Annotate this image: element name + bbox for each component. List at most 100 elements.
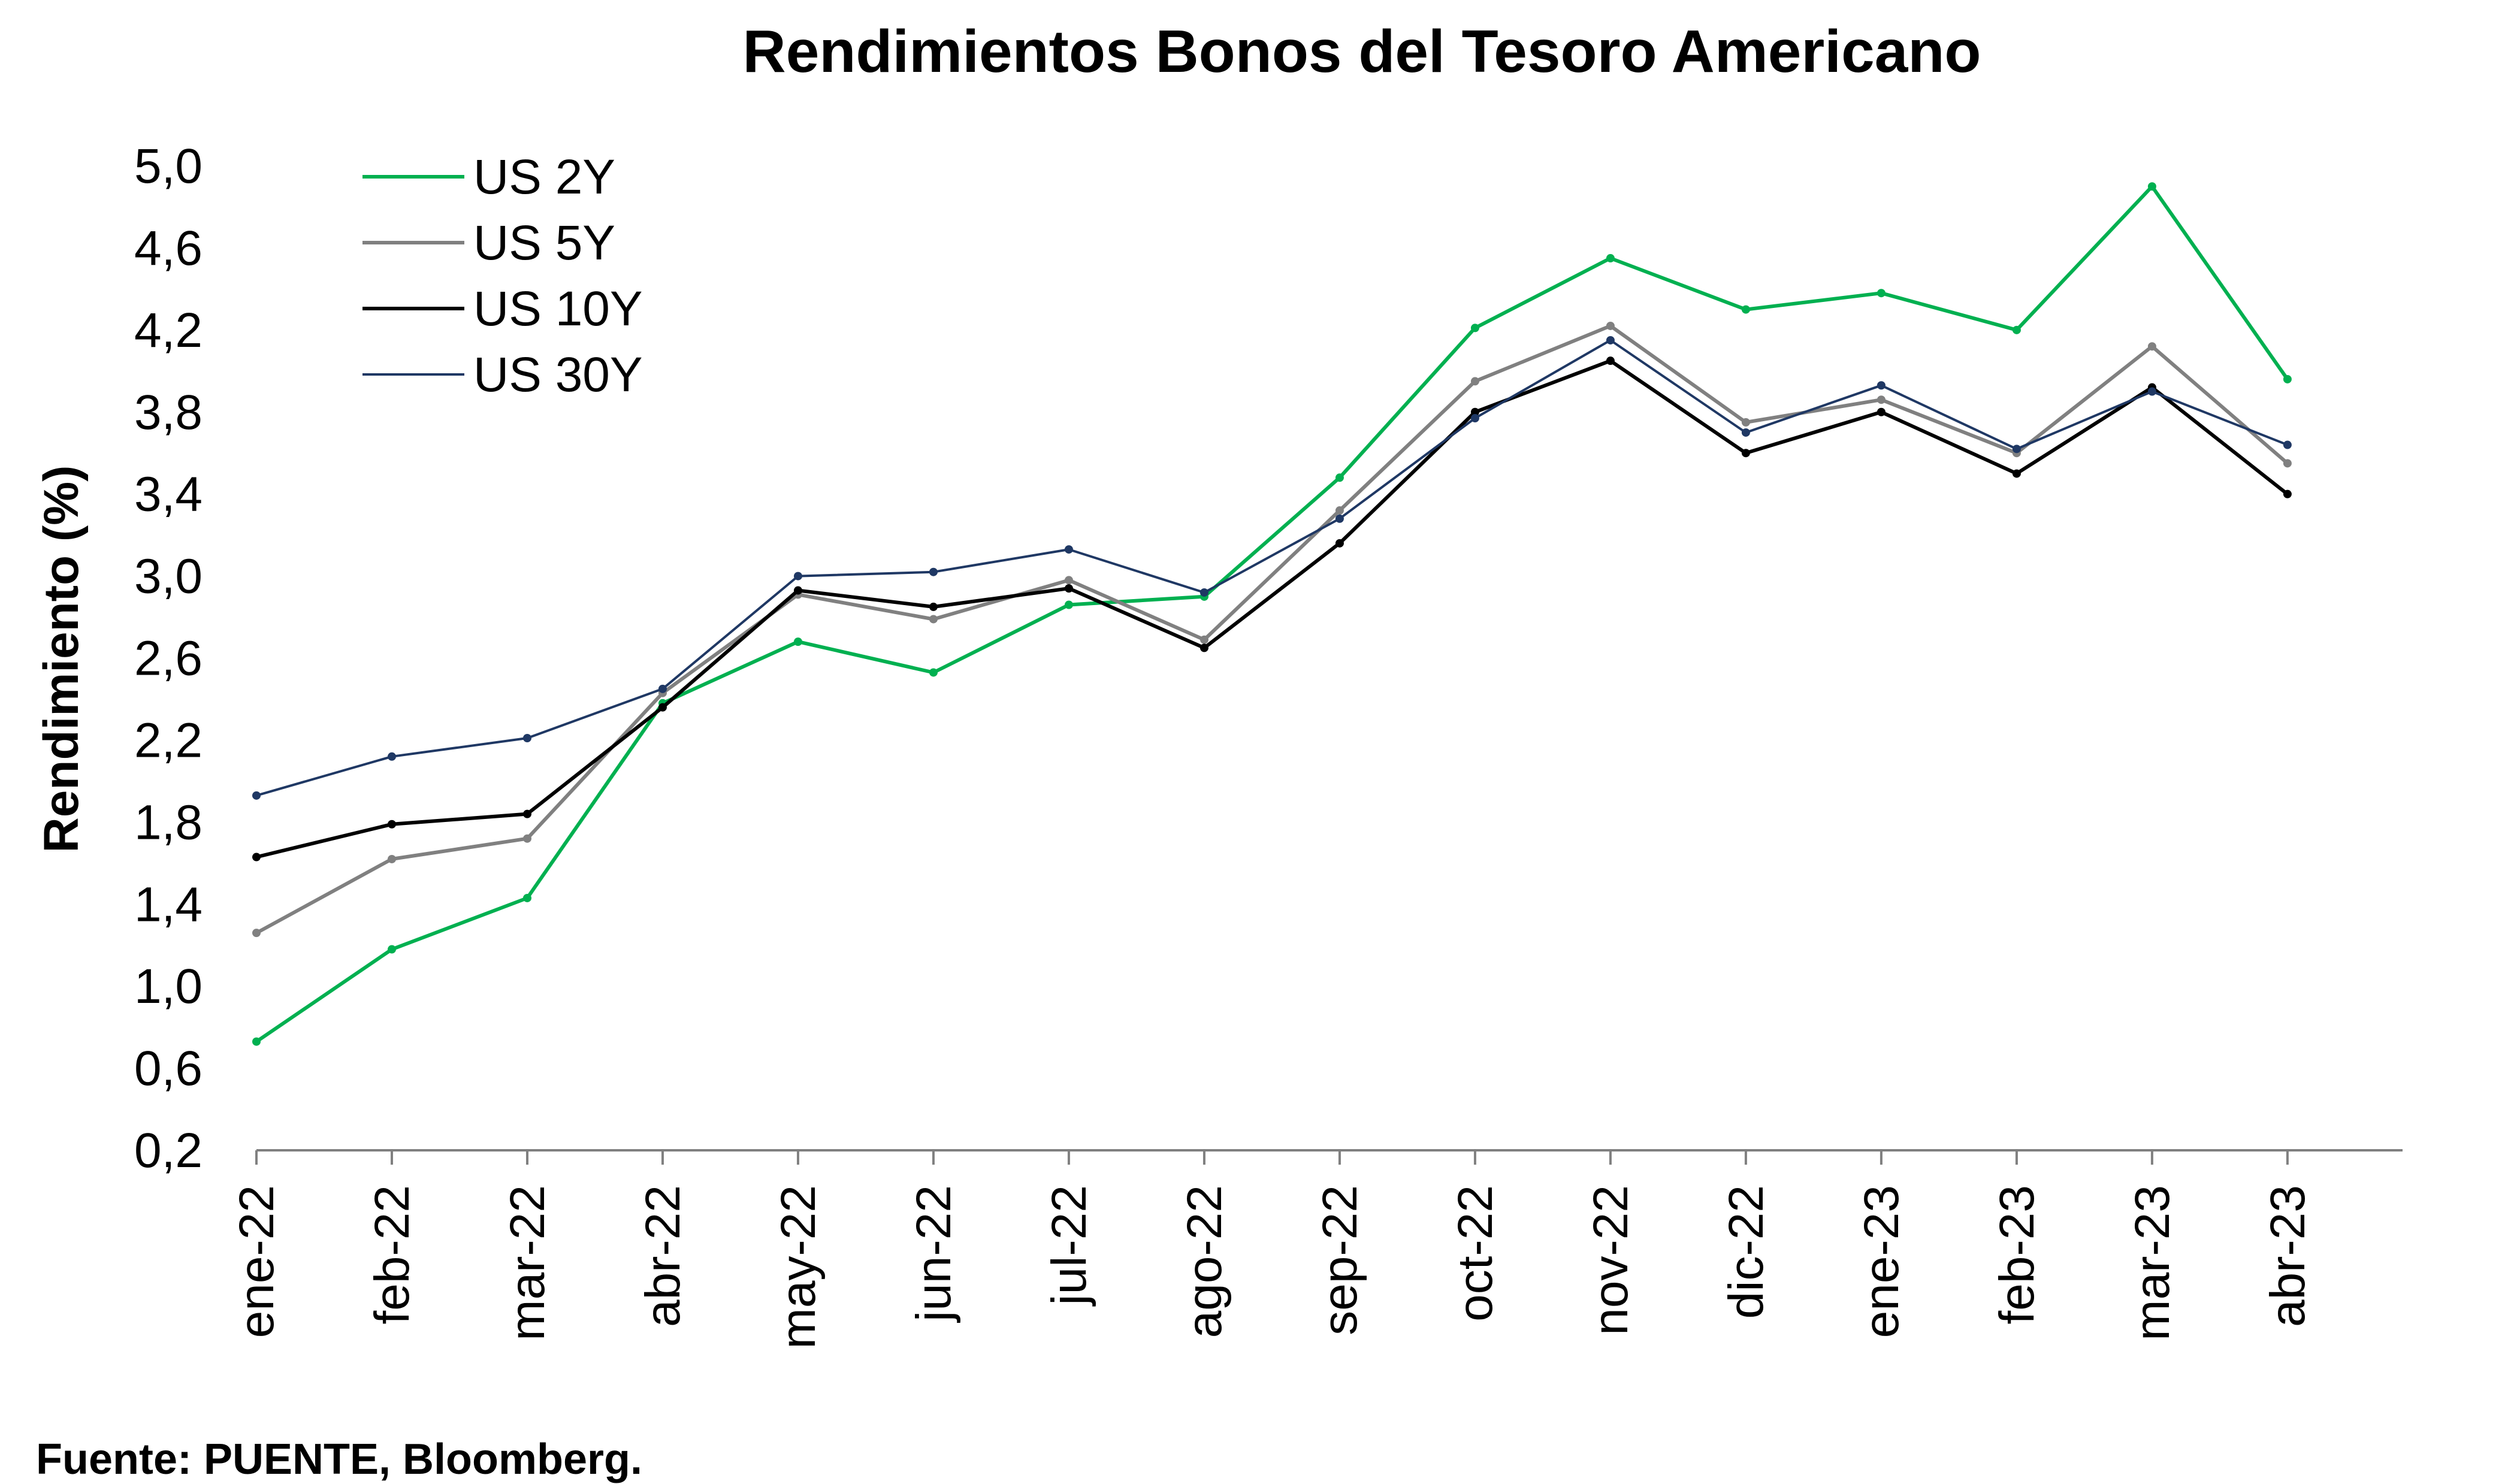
y-tick-label: 4,2: [134, 303, 203, 358]
data-point: [1741, 418, 1750, 427]
x-tick-label: ene-23: [1854, 1185, 1909, 1338]
x-tick-label: abr-23: [2261, 1185, 2315, 1327]
legend-label: US 2Y: [473, 150, 615, 204]
data-point: [1606, 356, 1615, 365]
y-tick-label: 2,6: [134, 631, 203, 686]
y-tick-label: 3,8: [134, 385, 203, 440]
x-tick-label: ago-22: [1177, 1185, 1232, 1338]
data-point: [1741, 305, 1750, 314]
y-tick-label: 5,0: [134, 139, 203, 194]
x-tick-label: may-22: [771, 1185, 826, 1349]
data-point: [2147, 342, 2156, 351]
data-point: [522, 893, 531, 902]
data-point: [2147, 182, 2156, 191]
data-point: [1470, 407, 1479, 416]
data-point: [387, 854, 396, 863]
data-point: [793, 637, 802, 646]
legend-label: US 5Y: [473, 216, 615, 270]
legend-label: US 10Y: [473, 282, 643, 336]
data-point: [1335, 514, 1344, 523]
y-tick-label: 0,6: [134, 1041, 203, 1096]
x-tick-label: ene-22: [229, 1185, 284, 1338]
y-tick-label: 3,0: [134, 549, 203, 604]
data-point: [1877, 407, 1886, 416]
y-tick-label: 4,6: [134, 221, 203, 276]
data-point: [522, 834, 531, 843]
data-point: [522, 809, 531, 818]
legend-label: US 30Y: [473, 347, 643, 402]
data-point: [1606, 321, 1615, 330]
data-point: [1064, 576, 1073, 585]
y-tick-label: 1,4: [134, 877, 203, 932]
data-point: [1199, 635, 1208, 644]
y-tick-label: 0,2: [134, 1123, 203, 1178]
x-axis: ene-22 feb-22 mar-22 abr-22 may-22 jun-22 jul-…: [229, 1149, 2403, 1349]
data-point: [252, 929, 261, 938]
data-point: [1199, 588, 1208, 597]
data-point: [252, 791, 261, 800]
data-point: [2012, 469, 2021, 478]
y-axis: 0,2 0,6 1,0 1,4 1,8 2,2 2,6 3,0 3,4 3,8 4,2 4,6 5,0: [134, 139, 203, 1178]
series-layer: [252, 182, 2292, 1046]
data-point: [1470, 414, 1479, 423]
data-point: [1470, 324, 1479, 333]
legend: US 2Y US 5Y US 10Y US 30Y: [362, 150, 643, 402]
x-tick-label: jun-22: [907, 1185, 961, 1323]
data-point: [252, 1037, 261, 1046]
data-point: [2283, 374, 2292, 383]
x-tick-label: mar-22: [500, 1185, 555, 1341]
data-point: [1741, 449, 1750, 458]
data-point: [2147, 387, 2156, 396]
data-point: [658, 684, 667, 693]
series-line-us-2y: [255, 185, 2289, 1044]
y-tick-label: 1,8: [134, 795, 203, 850]
data-point: [1741, 428, 1750, 437]
y-tick-label: 1,0: [134, 959, 203, 1014]
data-point: [2012, 325, 2021, 334]
data-point: [929, 615, 938, 624]
source-note: Fuente: PUENTE, Bloomberg.: [36, 1435, 643, 1483]
x-tick-label: oct-22: [1448, 1185, 1503, 1322]
series-line-us-5y: [255, 324, 2289, 935]
data-point: [1064, 545, 1073, 554]
data-point: [1064, 600, 1073, 609]
data-point: [793, 572, 802, 581]
data-point: [2012, 445, 2021, 454]
x-tick-label: feb-22: [365, 1185, 419, 1325]
x-tick-label: abr-22: [636, 1185, 690, 1327]
y-axis-label: Rendimiento (%): [34, 466, 89, 853]
data-point: [1199, 643, 1208, 652]
series-line-us-10y: [256, 359, 2289, 859]
x-tick-label: nov-22: [1584, 1185, 1638, 1335]
data-point: [1606, 336, 1615, 344]
data-point: [1335, 539, 1344, 548]
data-point: [387, 820, 396, 829]
data-point: [1335, 473, 1344, 482]
data-point: [929, 668, 938, 677]
data-point: [387, 752, 396, 761]
data-point: [929, 602, 938, 611]
x-tick-label: dic-22: [1719, 1185, 1773, 1319]
y-tick-label: 3,4: [134, 467, 203, 522]
data-point: [1470, 377, 1479, 386]
x-tick-label: jul-22: [1042, 1185, 1096, 1307]
data-point: [1877, 289, 1886, 298]
data-point: [1335, 506, 1344, 515]
data-point: [2283, 440, 2292, 449]
x-tick-label: mar-23: [2125, 1185, 2180, 1341]
data-point: [1064, 584, 1073, 593]
data-point: [252, 853, 261, 862]
data-point: [929, 567, 938, 576]
series-line-us-30y: [256, 338, 2288, 797]
x-tick-label: feb-23: [1990, 1185, 2044, 1325]
data-point: [1877, 381, 1886, 390]
data-point: [522, 733, 531, 742]
data-point: [1877, 395, 1886, 404]
data-point: [387, 945, 396, 954]
data-point: [658, 703, 667, 712]
data-point: [1606, 254, 1615, 263]
data-point: [793, 586, 802, 595]
data-point: [2283, 459, 2292, 468]
y-tick-label: 2,2: [134, 713, 203, 767]
